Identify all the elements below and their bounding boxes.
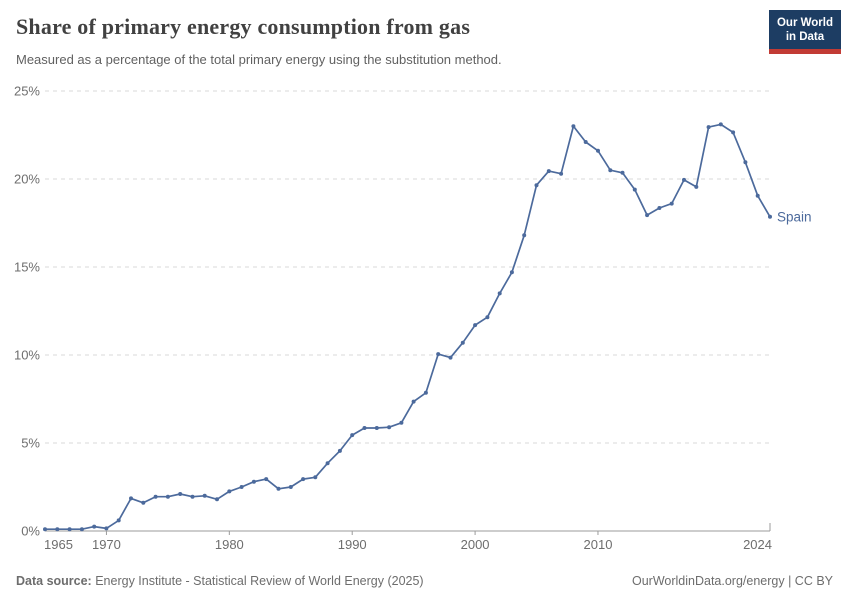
data-point[interactable] xyxy=(669,201,674,206)
data-point[interactable] xyxy=(546,169,551,174)
data-point[interactable] xyxy=(718,122,723,127)
data-point[interactable] xyxy=(165,494,170,499)
data-point[interactable] xyxy=(694,184,699,189)
data-point[interactable] xyxy=(104,526,109,531)
data-point[interactable] xyxy=(448,355,453,360)
data-point[interactable] xyxy=(571,124,576,129)
data-point[interactable] xyxy=(682,177,686,182)
data-point[interactable] xyxy=(657,206,662,210)
data-point[interactable] xyxy=(202,493,207,498)
data-point[interactable] xyxy=(436,352,441,357)
data-point[interactable] xyxy=(301,477,306,482)
x-axis-label: 1990 xyxy=(338,537,367,552)
data-point[interactable] xyxy=(522,233,527,238)
data-point[interactable] xyxy=(239,485,244,489)
data-point[interactable] xyxy=(116,518,121,523)
data-point[interactable] xyxy=(43,527,47,532)
data-point[interactable] xyxy=(460,340,465,345)
data-point[interactable] xyxy=(706,125,711,130)
data-point[interactable] xyxy=(632,187,637,192)
chart-footer: Data source: Energy Institute - Statisti… xyxy=(16,574,833,588)
data-point[interactable] xyxy=(276,486,281,491)
data-point[interactable] xyxy=(583,140,588,144)
data-point[interactable] xyxy=(251,479,256,484)
chart-subtitle: Measured as a percentage of the total pr… xyxy=(16,52,502,67)
data-point[interactable] xyxy=(374,426,379,430)
data-point[interactable] xyxy=(129,496,133,501)
y-axis-label: 20% xyxy=(14,172,40,187)
owid-logo-line2: in Data xyxy=(785,30,825,43)
y-axis-label: 5% xyxy=(21,436,40,451)
data-point[interactable] xyxy=(387,425,392,430)
data-point[interactable] xyxy=(337,448,342,453)
series-label-spain[interactable]: Spain xyxy=(777,209,812,224)
x-axis-label: 2000 xyxy=(461,537,490,552)
owid-logo-line1: Our World xyxy=(776,17,833,29)
data-point[interactable] xyxy=(190,494,195,499)
data-point[interactable] xyxy=(350,433,355,438)
y-axis-label: 0% xyxy=(21,524,40,539)
data-point[interactable] xyxy=(288,485,293,489)
data-point[interactable] xyxy=(731,130,736,135)
data-source-label: Data source: xyxy=(16,574,92,588)
x-axis-label: 1970 xyxy=(92,537,121,552)
data-point[interactable] xyxy=(743,160,748,165)
data-point[interactable] xyxy=(178,492,183,496)
data-point[interactable] xyxy=(423,390,428,395)
data-point[interactable] xyxy=(264,477,269,482)
data-point[interactable] xyxy=(92,524,97,529)
data-point[interactable] xyxy=(596,148,600,153)
data-source-text: Energy Institute - Statistical Review of… xyxy=(91,574,424,588)
data-point[interactable] xyxy=(325,461,330,466)
x-axis-label: 2024 xyxy=(743,537,772,552)
data-point[interactable] xyxy=(534,183,539,188)
data-point[interactable] xyxy=(399,420,404,425)
data-point[interactable] xyxy=(620,170,625,175)
credit-line: OurWorldinData.org/energy | CC BY xyxy=(631,574,833,588)
owid-logo: Our World in Data xyxy=(768,10,841,54)
data-source: Data source: Energy Institute - Statisti… xyxy=(16,574,424,588)
data-point[interactable] xyxy=(559,171,564,176)
data-point[interactable] xyxy=(473,323,478,328)
data-point[interactable] xyxy=(755,193,760,198)
x-axis-label: 1965 xyxy=(44,537,73,552)
x-axis-label: 2010 xyxy=(584,537,613,552)
y-axis-label: 15% xyxy=(14,260,40,275)
data-point[interactable] xyxy=(768,214,772,219)
y-axis-label: 10% xyxy=(14,348,40,363)
data-point[interactable] xyxy=(608,168,613,173)
x-axis-label: 1980 xyxy=(215,537,244,552)
data-point[interactable] xyxy=(79,527,84,532)
data-point[interactable] xyxy=(153,494,158,499)
data-point[interactable] xyxy=(362,426,367,430)
page-title: Share of primary energy consumption from… xyxy=(16,14,471,39)
y-axis-label: 25% xyxy=(14,84,40,99)
data-point[interactable] xyxy=(411,399,416,404)
data-point[interactable] xyxy=(227,489,232,494)
spain-line[interactable] xyxy=(44,123,771,531)
data-point[interactable] xyxy=(645,213,650,218)
data-point[interactable] xyxy=(497,291,502,296)
data-point[interactable] xyxy=(509,270,514,275)
data-point[interactable] xyxy=(55,527,60,532)
data-point[interactable] xyxy=(485,315,490,320)
data-point[interactable] xyxy=(67,527,72,532)
data-point[interactable] xyxy=(141,500,146,505)
data-point[interactable] xyxy=(313,475,318,480)
data-point[interactable] xyxy=(215,497,219,502)
